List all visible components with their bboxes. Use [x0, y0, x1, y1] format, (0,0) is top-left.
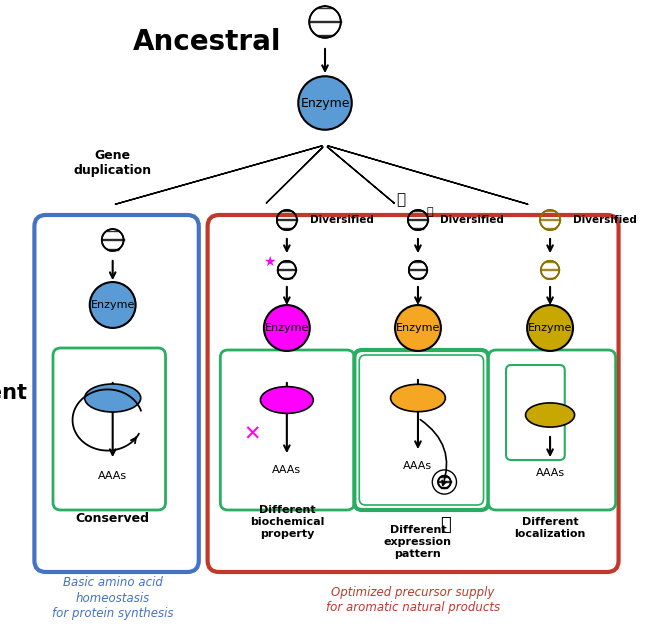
Text: AAAs: AAAs [98, 471, 127, 481]
Text: Different
expression
pattern: Different expression pattern [384, 526, 452, 559]
Text: Enzyme: Enzyme [300, 96, 350, 110]
Circle shape [395, 305, 441, 351]
FancyBboxPatch shape [354, 350, 488, 510]
Text: 🐝: 🐝 [396, 192, 405, 208]
Text: ★: ★ [263, 255, 275, 269]
Circle shape [90, 282, 135, 328]
Ellipse shape [391, 384, 445, 412]
Text: Diversified: Diversified [311, 215, 374, 225]
Text: Diversified: Diversified [573, 215, 637, 225]
Text: Current: Current [0, 383, 27, 403]
Text: ✕: ✕ [243, 425, 260, 445]
Ellipse shape [525, 403, 575, 427]
Circle shape [527, 305, 573, 351]
Text: 🐝: 🐝 [440, 516, 450, 534]
Text: AAAs: AAAs [536, 468, 564, 478]
Text: AAAs: AAAs [404, 461, 432, 471]
Text: AAAs: AAAs [272, 465, 301, 475]
Text: Basic amino acid
homeostasis
for protein synthesis: Basic amino acid homeostasis for protein… [52, 576, 173, 620]
Text: Different
biochemical
property: Different biochemical property [250, 505, 324, 539]
Text: Diversified: Diversified [441, 215, 505, 225]
Text: Different
localization: Different localization [514, 517, 586, 539]
FancyBboxPatch shape [35, 215, 199, 572]
Circle shape [298, 76, 352, 130]
Ellipse shape [85, 384, 141, 412]
Text: Optimized precursor supply
for aromatic natural products: Optimized precursor supply for aromatic … [326, 586, 500, 614]
FancyBboxPatch shape [208, 215, 618, 572]
Text: Gene
duplication: Gene duplication [74, 149, 152, 177]
Circle shape [264, 305, 310, 351]
FancyBboxPatch shape [506, 365, 564, 460]
Text: Enzyme: Enzyme [396, 323, 440, 333]
FancyBboxPatch shape [53, 348, 165, 510]
FancyBboxPatch shape [220, 350, 354, 510]
Ellipse shape [260, 387, 313, 413]
Text: 🐝: 🐝 [426, 207, 433, 217]
FancyBboxPatch shape [488, 350, 616, 510]
Text: Enzyme: Enzyme [528, 323, 572, 333]
Text: Enzyme: Enzyme [90, 300, 135, 310]
Text: Enzyme: Enzyme [265, 323, 309, 333]
Text: Ancestral: Ancestral [133, 28, 282, 56]
Text: Conserved: Conserved [76, 512, 150, 524]
Circle shape [432, 470, 456, 494]
